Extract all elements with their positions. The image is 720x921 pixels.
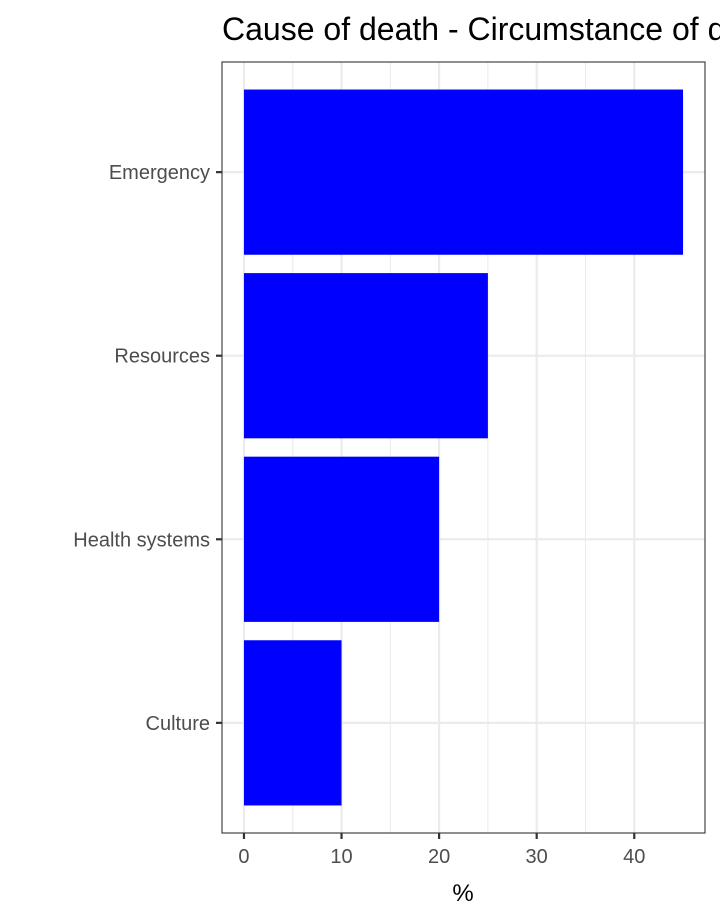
y-tick-label: Culture (146, 713, 210, 735)
chart-title: Cause of death - Circumstance of death (222, 11, 720, 47)
y-tick-label: Emergency (109, 162, 210, 184)
bar-emergency (243, 89, 684, 255)
panel-border (221, 61, 706, 834)
y-axis: Emergency Resources Health systems Culture (73, 162, 222, 735)
y-tick-label: Resources (114, 346, 210, 368)
x-tick-label: 20 (428, 846, 450, 868)
x-axis: 0 10 20 30 40 (238, 833, 645, 868)
x-tick-label: 0 (238, 846, 249, 868)
x-axis-title: % (452, 880, 473, 907)
x-tick-label: 30 (526, 846, 548, 868)
bars (243, 89, 684, 806)
y-tick-label: Health systems (73, 529, 210, 551)
bar-resources (243, 273, 488, 439)
x-tick-label: 10 (330, 846, 352, 868)
x-tick-label: 40 (623, 846, 645, 868)
bar-health-systems (243, 456, 440, 622)
bar-culture (243, 640, 342, 806)
